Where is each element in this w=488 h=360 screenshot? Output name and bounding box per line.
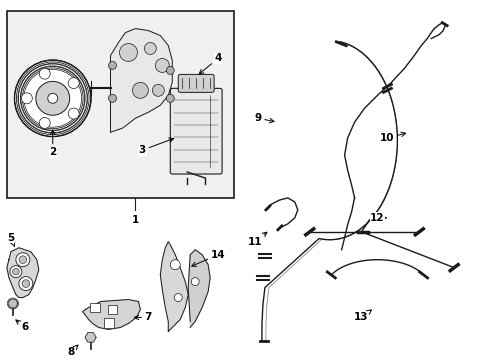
Circle shape bbox=[19, 276, 33, 291]
Circle shape bbox=[14, 60, 91, 137]
Polygon shape bbox=[160, 242, 188, 332]
Circle shape bbox=[10, 266, 22, 278]
FancyBboxPatch shape bbox=[178, 75, 214, 92]
Circle shape bbox=[68, 78, 79, 89]
Circle shape bbox=[21, 93, 32, 104]
Text: 14: 14 bbox=[191, 250, 225, 266]
FancyBboxPatch shape bbox=[170, 88, 222, 174]
Polygon shape bbox=[188, 250, 210, 328]
Polygon shape bbox=[82, 300, 140, 329]
Circle shape bbox=[108, 62, 116, 69]
Text: 12: 12 bbox=[369, 213, 386, 223]
Circle shape bbox=[166, 67, 174, 75]
Polygon shape bbox=[8, 299, 18, 308]
Circle shape bbox=[22, 280, 30, 287]
Circle shape bbox=[119, 44, 137, 62]
Circle shape bbox=[174, 293, 182, 302]
Circle shape bbox=[48, 93, 58, 103]
Text: 9: 9 bbox=[254, 113, 273, 123]
Circle shape bbox=[19, 256, 27, 264]
Text: 2: 2 bbox=[49, 130, 56, 157]
Text: 5: 5 bbox=[7, 233, 15, 246]
FancyBboxPatch shape bbox=[107, 305, 117, 315]
Circle shape bbox=[132, 82, 148, 98]
Text: 8: 8 bbox=[67, 345, 78, 357]
Circle shape bbox=[68, 108, 79, 119]
Circle shape bbox=[39, 117, 50, 129]
Text: 10: 10 bbox=[379, 132, 405, 143]
Circle shape bbox=[144, 42, 156, 54]
FancyBboxPatch shape bbox=[89, 302, 100, 312]
Circle shape bbox=[166, 94, 174, 102]
Polygon shape bbox=[110, 28, 172, 132]
Circle shape bbox=[39, 68, 50, 79]
Circle shape bbox=[108, 94, 116, 102]
FancyBboxPatch shape bbox=[103, 319, 113, 328]
Bar bbox=[7, 11, 234, 198]
Circle shape bbox=[155, 58, 169, 72]
Text: 3: 3 bbox=[139, 138, 173, 155]
Circle shape bbox=[152, 84, 164, 96]
Circle shape bbox=[7, 298, 19, 309]
Circle shape bbox=[36, 81, 69, 115]
Circle shape bbox=[16, 253, 30, 267]
Text: 11: 11 bbox=[247, 232, 266, 247]
Circle shape bbox=[13, 268, 19, 275]
Text: 4: 4 bbox=[199, 54, 222, 74]
Text: 13: 13 bbox=[354, 310, 371, 323]
Polygon shape bbox=[85, 333, 96, 342]
Text: 1: 1 bbox=[132, 215, 139, 225]
Circle shape bbox=[170, 260, 180, 270]
Text: 7: 7 bbox=[134, 312, 152, 323]
Circle shape bbox=[191, 278, 199, 285]
Polygon shape bbox=[7, 248, 39, 298]
Text: 6: 6 bbox=[16, 320, 28, 332]
